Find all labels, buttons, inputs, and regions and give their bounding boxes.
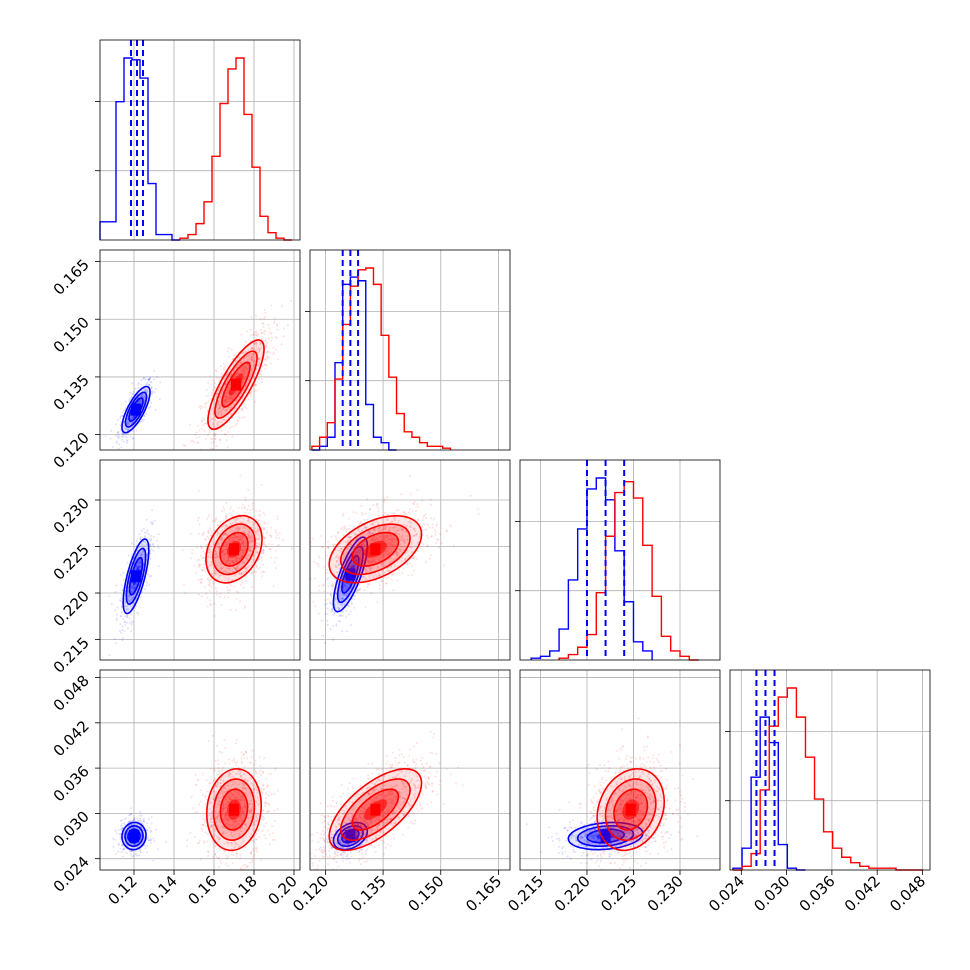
scatter-red — [568, 717, 699, 870]
y-tick-label: 0.150 — [50, 313, 93, 356]
histogram-blue — [530, 477, 653, 660]
y-tick-label: 0.042 — [50, 717, 93, 760]
x-tick-label: 0.135 — [347, 872, 390, 915]
histogram-red — [733, 687, 924, 871]
panel-frame — [309, 249, 511, 451]
y-tick-label: 0.230 — [50, 494, 93, 537]
x-tick-label: 0.12 — [104, 872, 140, 908]
panel-frame — [99, 459, 301, 661]
y-tick-label: 0.120 — [50, 429, 93, 472]
density-peak-blue — [131, 403, 141, 416]
density-peak-blue — [600, 830, 611, 843]
panel-frame — [99, 669, 301, 871]
y-tick-label: 0.036 — [50, 762, 93, 805]
x-tick-label: 0.024 — [705, 872, 748, 915]
density-peak-blue — [345, 568, 356, 581]
pair-panel-0-3 — [99, 669, 301, 871]
density-peak-red — [231, 378, 241, 391]
x-tick-label: 0.150 — [404, 872, 447, 915]
diag-panel-3 — [725, 669, 931, 871]
tick-labels: 0.12 0.14 0.16 0.18 0.200.120 0.135 0.150 0.165… — [50, 256, 930, 916]
histogram-red — [311, 267, 452, 450]
density-peak-red — [625, 803, 636, 816]
panel-frame — [729, 669, 931, 871]
histogram-blue — [311, 276, 397, 451]
pair-panel-1-3 — [309, 669, 511, 871]
panel-frame — [309, 459, 511, 661]
panel-frame — [309, 669, 511, 871]
y-tick-label: 0.220 — [50, 587, 93, 630]
diag-panel-0 — [95, 39, 301, 241]
x-tick-label: 0.16 — [184, 872, 220, 908]
y-tick-label: 0.030 — [50, 807, 93, 850]
x-tick-label: 0.120 — [289, 872, 332, 915]
diag-panel-2 — [515, 459, 721, 661]
histogram-red — [179, 57, 292, 241]
density-peak-red — [370, 803, 381, 816]
density-peak-blue — [129, 830, 139, 843]
density-peak-red — [370, 543, 381, 556]
panel-frame — [99, 39, 301, 241]
density-peak-blue — [345, 830, 356, 843]
x-tick-label: 0.030 — [750, 872, 793, 915]
pair-panel-0-1 — [99, 249, 301, 451]
x-tick-label: 0.048 — [886, 872, 929, 915]
panel-frame — [519, 459, 721, 661]
histogram-blue — [99, 57, 180, 241]
x-tick-label: 0.165 — [462, 872, 505, 915]
y-tick-label: 0.225 — [50, 541, 93, 584]
density-peak-red — [229, 803, 239, 816]
x-tick-label: 0.18 — [224, 872, 260, 908]
y-tick-label: 0.024 — [50, 853, 93, 896]
x-tick-label: 0.225 — [597, 872, 640, 915]
x-tick-label: 0.215 — [504, 872, 547, 915]
histogram-red — [558, 480, 699, 661]
histogram-blue — [732, 716, 806, 871]
y-tick-label: 0.165 — [50, 256, 93, 299]
y-tick-label: 0.135 — [50, 371, 93, 414]
y-tick-label: 0.215 — [50, 634, 93, 677]
diag-panel-1 — [305, 249, 511, 451]
density-peak-red — [229, 543, 239, 556]
x-tick-label: 0.230 — [644, 872, 687, 915]
panel-frame — [99, 249, 301, 451]
x-tick-label: 0.220 — [551, 872, 594, 915]
pair-panel-0-2 — [99, 459, 301, 661]
panel-frame — [519, 669, 721, 871]
pair-panel-2-3 — [519, 669, 721, 871]
density-peak-blue — [131, 570, 141, 583]
x-tick-label: 0.042 — [841, 872, 884, 915]
x-tick-label: 0.036 — [796, 872, 839, 915]
pair-panel-1-2 — [309, 459, 511, 661]
y-tick-label: 0.048 — [50, 672, 93, 715]
x-tick-label: 0.14 — [144, 872, 180, 908]
